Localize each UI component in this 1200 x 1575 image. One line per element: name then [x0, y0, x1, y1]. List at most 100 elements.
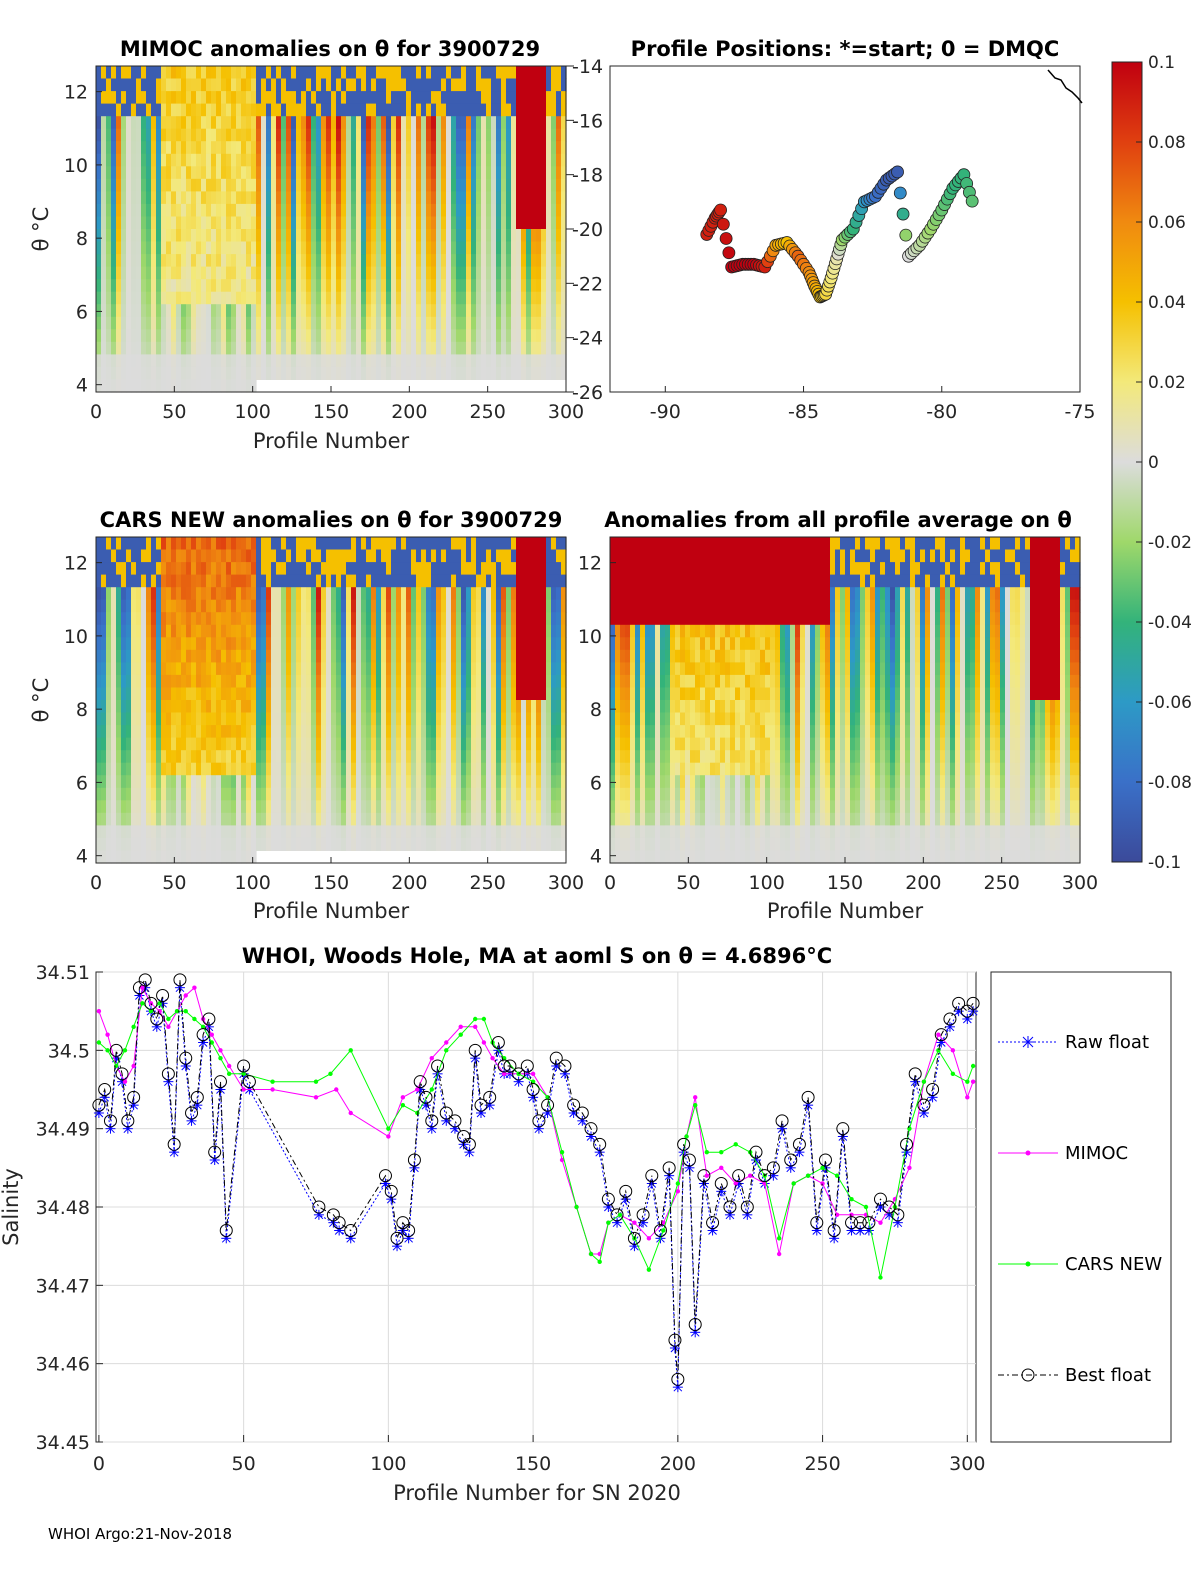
heatmap-cell: [271, 354, 277, 368]
heatmap-cell: [256, 674, 262, 688]
colorbar-tick-label: -0.02: [1148, 533, 1192, 553]
heatmap-cell: [401, 178, 407, 192]
heatmap-cell: [181, 316, 187, 330]
heatmap-cell: [136, 674, 142, 688]
heatmap-cell: [256, 141, 262, 155]
heatmap-cell: [446, 329, 452, 343]
heatmap-cell: [461, 116, 467, 130]
heatmap-cell: [361, 812, 367, 826]
heatmap-cell: [246, 687, 252, 701]
heatmap-cell: [146, 800, 152, 814]
heatmap-cell: [151, 178, 157, 192]
heatmap-cell: [446, 725, 452, 739]
heatmap-cell: [141, 354, 147, 368]
heatmap-cell: [461, 537, 467, 551]
heatmap-cell: [211, 762, 217, 776]
heatmap-cell: [551, 354, 557, 368]
heatmap-cell: [316, 229, 322, 243]
heatmap-cell: [196, 366, 202, 380]
heatmap-cell: [441, 191, 447, 205]
heatmap-cell: [161, 574, 167, 588]
heatmap-cell: [166, 329, 172, 343]
heatmap-cell: [356, 116, 362, 130]
heatmap-cell: [456, 191, 462, 205]
heatmap-cell: [396, 153, 402, 167]
heatmap-cell: [426, 712, 432, 726]
heatmap-cell: [456, 812, 462, 826]
heatmap-cell: [296, 366, 302, 380]
heatmap-cell: [136, 304, 142, 318]
heatmap-cell: [351, 229, 357, 243]
heatmap-cell: [156, 203, 162, 217]
heatmap-cell: [131, 128, 137, 142]
heatmap-cell: [476, 254, 482, 268]
heatmap-cell: [251, 637, 257, 651]
heatmap-cell: [301, 700, 307, 714]
heatmap-cell: [501, 166, 507, 180]
heatmap-cell: [211, 574, 217, 588]
heatmap-cell: [246, 91, 252, 105]
heatmap-cell: [161, 850, 167, 864]
heatmap-cell: [181, 366, 187, 380]
x-tick-label: 250: [470, 401, 506, 423]
heatmap-cell: [266, 737, 272, 751]
heatmap-cell: [366, 637, 372, 651]
heatmap-cell: [381, 153, 387, 167]
heatmap-cell: [221, 266, 227, 280]
heatmap-cell: [256, 549, 262, 563]
heatmap-cell: [116, 775, 122, 789]
heatmap-cell: [181, 812, 187, 826]
heatmap-cell: [131, 304, 137, 318]
heatmap-cell: [381, 700, 387, 714]
heatmap-cell: [431, 775, 437, 789]
heatmap-cell: [546, 266, 552, 280]
heatmap-cell: [156, 587, 162, 601]
heatmap-cell: [281, 762, 287, 776]
heatmap-cell: [551, 637, 557, 651]
heatmap-cell: [361, 825, 367, 839]
heatmap-cell: [471, 637, 477, 651]
heatmap-cell: [431, 304, 437, 318]
heatmap-cell: [181, 574, 187, 588]
heatmap-cell: [171, 103, 177, 117]
heatmap-cell: [206, 341, 212, 355]
heatmap-cell: [131, 775, 137, 789]
heatmap-cell: [156, 254, 162, 268]
heatmap-cell: [251, 674, 257, 688]
heatmap-cell: [156, 750, 162, 764]
heatmap-cell: [456, 141, 462, 155]
heatmap-cell: [436, 750, 442, 764]
heatmap-cell: [551, 279, 557, 293]
heatmap-cell: [226, 91, 232, 105]
heatmap-cell: [356, 549, 362, 563]
heatmap-cell: [276, 637, 282, 651]
heatmap-cell: [461, 266, 467, 280]
heatmap-cell: [481, 837, 487, 851]
heatmap-cell: [536, 574, 542, 588]
heatmap-cell: [101, 787, 107, 801]
heatmap-cell: [511, 66, 517, 80]
heatmap-cell: [426, 279, 432, 293]
heatmap-cell: [456, 662, 462, 676]
heatmap-cell: [471, 141, 477, 155]
heatmap-cell: [361, 549, 367, 563]
heatmap-cell: [176, 66, 182, 80]
heatmap-cell: [411, 91, 417, 105]
heatmap-cell: [246, 700, 252, 714]
heatmap-cell: [246, 216, 252, 230]
heatmap-cell: [471, 549, 477, 563]
heatmap-cell: [231, 266, 237, 280]
heatmap-cell: [96, 78, 102, 92]
heatmap-cell: [166, 66, 172, 80]
heatmap-cell: [316, 725, 322, 739]
heatmap-cell: [236, 316, 242, 330]
heatmap-cell: [156, 304, 162, 318]
heatmap-cell: [286, 649, 292, 663]
heatmap-cell: [106, 599, 112, 613]
heatmap-cell: [521, 153, 527, 167]
heatmap-cell: [321, 725, 327, 739]
heatmap-cell: [216, 549, 222, 563]
heatmap-cell: [361, 141, 367, 155]
heatmap-cell: [161, 66, 167, 80]
heatmap-cell: [331, 750, 337, 764]
